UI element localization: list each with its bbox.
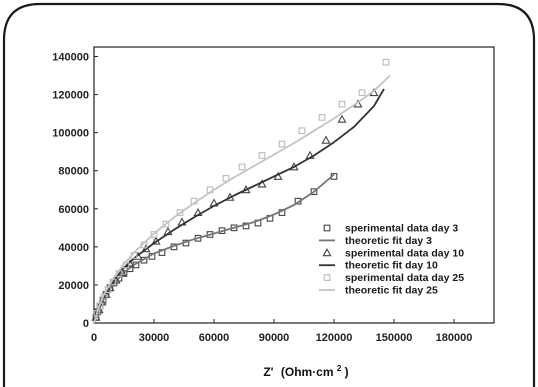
legend-item: sperimental data day 25 (323, 272, 464, 284)
plot-area (93, 46, 495, 324)
data-point (337, 114, 347, 123)
data-point (238, 163, 246, 171)
legend-marker-swatch (323, 274, 331, 281)
data-point (318, 114, 326, 121)
data-point (258, 152, 266, 159)
x-axis-ticks: 0 30000 60000 90000 120000 150000 180000 (91, 319, 472, 344)
legend-item: theoretic fit day 25 (319, 285, 438, 297)
series-layer (91, 58, 391, 324)
data-point (176, 209, 184, 216)
legend-item: sperimental data day 3 (323, 223, 458, 235)
x-axis-title-close: ) (345, 365, 349, 379)
y-tick-label: 20000 (58, 280, 89, 292)
data-point (222, 174, 230, 182)
data-point (338, 100, 346, 108)
x-tick-label: 0 (91, 332, 97, 344)
y-tick-label: 80000 (58, 166, 89, 178)
y-tick-label: 100000 (52, 128, 89, 140)
x-axis-title: Z' (Ohm·cm 2 ) (263, 360, 348, 379)
legend-label: sperimental data day 3 (345, 223, 458, 235)
legend-label: theoretic fit day 3 (345, 235, 432, 247)
data-point (126, 265, 134, 273)
legend-item: sperimental data day 10 (322, 247, 464, 259)
legend-label: sperimental data day 25 (345, 272, 464, 284)
y-axis-ticks: 0 20000 40000 60000 80000 100000 120000 140000 (52, 52, 98, 330)
data-point (358, 89, 366, 97)
legend-item: theoretic fit day 10 (319, 260, 438, 272)
series-2 (93, 173, 335, 324)
y-tick-label: 60000 (58, 204, 89, 216)
legend-label: theoretic fit day 25 (345, 285, 438, 297)
x-axis-title-label: Z' (263, 365, 273, 379)
legend-label: theoretic fit day 10 (345, 260, 438, 272)
y-tick-label: 140000 (52, 52, 89, 64)
data-point (162, 220, 170, 228)
series-4 (93, 88, 385, 324)
x-tick-label: 90000 (259, 332, 290, 344)
x-axis-title-unit: (Ohm·cm (281, 365, 334, 379)
x-axis-title-superscript: 2 (337, 364, 342, 373)
legend-label: sperimental data day 10 (345, 247, 464, 259)
series-3 (91, 87, 379, 321)
x-tick-label: 30000 (139, 332, 170, 344)
data-point (278, 140, 286, 148)
series-1 (92, 173, 338, 321)
y-tick-label: 120000 (52, 90, 89, 102)
legend-marker-swatch (323, 224, 331, 232)
series-line (93, 173, 335, 324)
y-tick-label: 40000 (58, 242, 89, 254)
data-point (321, 135, 331, 144)
legend-item: theoretic fit day 3 (319, 235, 432, 247)
series-line (93, 74, 391, 324)
data-point (310, 188, 318, 196)
data-point (120, 270, 128, 277)
x-tick-label: 150000 (376, 332, 413, 344)
x-tick-label: 60000 (199, 332, 230, 344)
data-point (298, 127, 306, 135)
data-point (91, 312, 101, 321)
x-tick-label: 180000 (436, 332, 473, 344)
series-line (93, 88, 385, 324)
series-6 (93, 74, 391, 324)
y-tick-label: 0 (83, 318, 89, 330)
data-point (382, 58, 390, 66)
legend-marker-swatch (322, 248, 332, 257)
data-point (150, 231, 158, 238)
x-tick-label: 120000 (316, 332, 353, 344)
